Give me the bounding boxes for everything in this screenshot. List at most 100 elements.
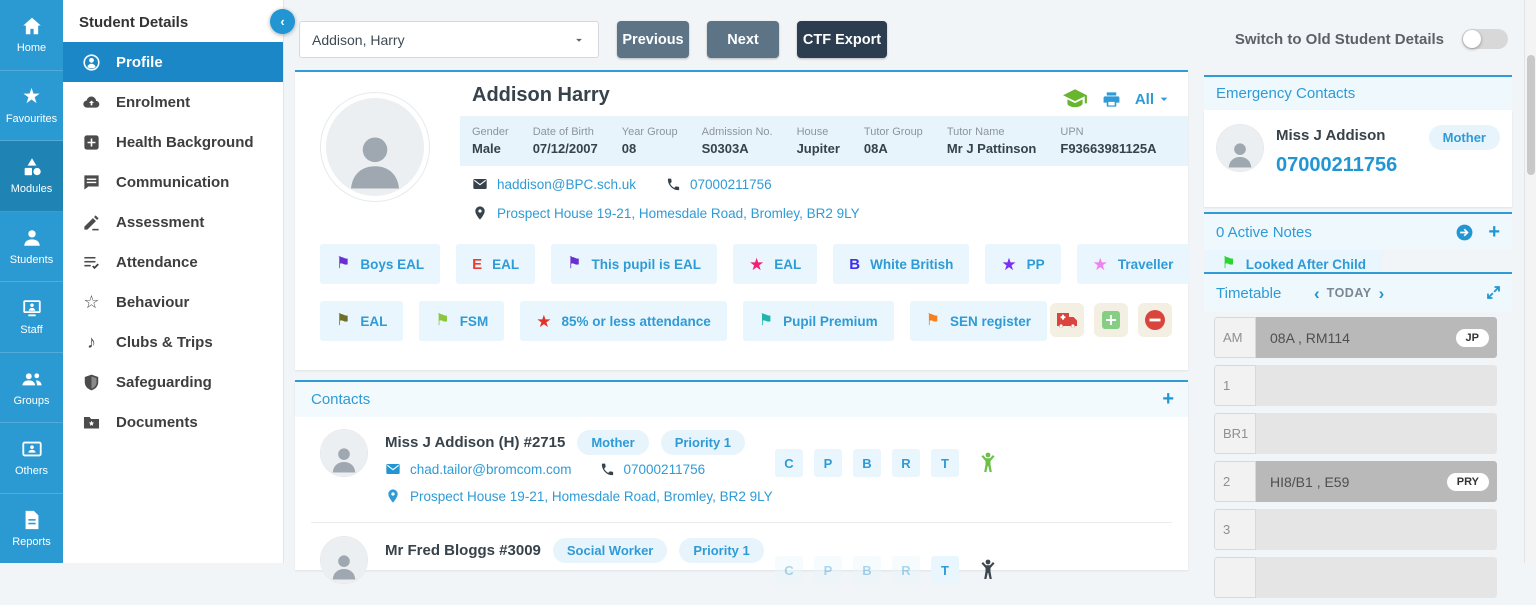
emergency-contact-phone[interactable]: 07000211756 <box>1276 154 1398 176</box>
timetable-row[interactable]: AM 08A , RM114 JP <box>1214 317 1497 358</box>
contact-email-link[interactable]: chad.tailor@bromcom.com <box>410 461 572 477</box>
contact-address-link[interactable]: Prospect House 19-21, Homesdale Road, Br… <box>410 488 773 504</box>
menu-item-label: Enrolment <box>116 93 191 111</box>
contact-avatar <box>320 429 368 477</box>
menu-item-label: Assessment <box>116 213 205 231</box>
star-outline-icon: ☆ <box>83 291 100 312</box>
flag-chip: ⚑ Pupil Premium <box>742 301 894 341</box>
graduation-cap-icon[interactable] <box>1062 86 1088 112</box>
rail-item-students[interactable]: Students <box>0 212 63 282</box>
student-profile-card: Addison Harry All Gender Male Date of Bir… <box>295 70 1382 370</box>
method-chip-b[interactable]: B <box>853 556 881 584</box>
method-chip-r[interactable]: R <box>892 449 920 477</box>
switch-label: Switch to Old Student Details <box>1234 30 1444 48</box>
vertical-scrollbar[interactable] <box>1524 0 1536 563</box>
rail-item-others[interactable]: Others <box>0 423 63 494</box>
student-address-link[interactable]: Prospect House 19-21, Homesdale Road, Br… <box>497 205 860 221</box>
rail-item-groups[interactable]: Groups <box>0 353 63 423</box>
contact-phone-link[interactable]: 07000211756 <box>623 461 706 477</box>
profile-contact-line: haddison@BPC.sch.uk 07000211756 <box>472 176 772 192</box>
flag-chip: ★ 85% or less attendance <box>520 301 727 341</box>
emergency-contact-name: Miss J Addison <box>1276 127 1386 144</box>
timetable-row[interactable]: 2 HI8/B1 , E59 PRY <box>1214 461 1497 502</box>
menu-item-attendance[interactable]: Attendance <box>63 242 283 282</box>
scrollbar-thumb[interactable] <box>1527 55 1535 175</box>
flag-label: Pupil Premium <box>783 313 878 329</box>
contact-avatar <box>1216 124 1264 172</box>
ambulance-button[interactable] <box>1050 303 1084 337</box>
method-chip-t[interactable]: T <box>931 449 959 477</box>
old-details-toggle[interactable] <box>1462 29 1508 49</box>
method-chip-r[interactable]: R <box>892 556 920 584</box>
field-label: UPN <box>1060 126 1084 138</box>
add-medical-button[interactable] <box>1094 303 1128 337</box>
flag-label: EAL <box>360 313 388 329</box>
health-plus-icon <box>82 133 101 152</box>
timetable-row[interactable]: 3 <box>1214 509 1497 550</box>
menu-item-enrolment[interactable]: Enrolment <box>63 82 283 122</box>
go-arrow-icon[interactable] <box>1455 223 1474 242</box>
expand-icon[interactable] <box>1485 284 1502 301</box>
field-label: Year Group <box>621 126 678 138</box>
printer-icon[interactable] <box>1102 90 1121 109</box>
menu-title: Student Details <box>79 14 189 31</box>
student-email-link[interactable]: haddison@BPC.sch.uk <box>497 176 637 192</box>
chevron-right-icon[interactable]: › <box>1378 283 1385 303</box>
menu-item-profile[interactable]: Profile <box>63 42 283 82</box>
contacts-title: Contacts <box>311 391 371 408</box>
student-selector[interactable]: Addison, Harry <box>299 21 599 58</box>
menu-item-documents[interactable]: Documents <box>63 402 283 442</box>
timetable-row[interactable] <box>1214 557 1497 598</box>
method-chip-c[interactable]: C <box>775 449 803 477</box>
student-phone-link[interactable]: 07000211756 <box>690 176 772 192</box>
menu-item-health-background[interactable]: Health Background <box>63 122 283 162</box>
flag-chip: ⚑ This pupil is EAL <box>551 244 717 284</box>
teacher-badge: JP <box>1455 328 1489 347</box>
previous-button[interactable]: Previous <box>617 21 689 58</box>
parental-responsibility-icon <box>976 451 1000 475</box>
rail-item-home[interactable]: Home <box>0 0 63 71</box>
emergency-contacts-header: Emergency Contacts <box>1204 75 1512 110</box>
rail-item-favourites[interactable]: ★ Favourites <box>0 71 63 141</box>
method-chip-t[interactable]: T <box>931 556 959 584</box>
menu-item-communication[interactable]: Communication <box>63 162 283 202</box>
next-button[interactable]: Next <box>707 21 779 58</box>
contact-name-row: Miss J Addison (H) #2715 Mother Priority… <box>385 430 746 455</box>
shield-icon <box>82 373 101 392</box>
menu-item-clubs-trips[interactable]: ♪ Clubs & Trips <box>63 322 283 362</box>
priority-chip: Priority 1 <box>679 538 764 563</box>
method-chip-p[interactable]: P <box>814 556 842 584</box>
menu-item-label: Clubs & Trips <box>116 333 213 351</box>
menu-item-safeguarding[interactable]: Safeguarding <box>63 362 283 402</box>
minus-circle-icon <box>1143 308 1167 332</box>
rail-label: Staff <box>20 324 43 337</box>
emergency-contacts-title: Emergency Contacts <box>1216 85 1356 102</box>
rail-item-reports[interactable]: Reports <box>0 494 63 564</box>
timetable-row[interactable]: 1 <box>1214 365 1497 406</box>
rail-item-staff[interactable]: Staff <box>0 282 63 353</box>
contact-name: Miss J Addison (H) #2715 <box>385 434 566 451</box>
remove-medical-button[interactable] <box>1138 303 1172 337</box>
timetable-row[interactable]: BR1 <box>1214 413 1497 454</box>
view-filter-dropdown[interactable]: All <box>1135 91 1172 108</box>
emergency-contacts-panel: Emergency Contacts Miss J Addison Mother… <box>1204 75 1512 207</box>
timetable-panel: Timetable ‹ TODAY › AM 08A , RM114 JP 1 B… <box>1204 272 1512 605</box>
method-chip-b[interactable]: B <box>853 449 881 477</box>
add-contact-button[interactable]: + <box>1162 388 1174 410</box>
student-avatar <box>320 92 430 202</box>
menu-item-behaviour[interactable]: ☆ Behaviour <box>63 282 283 322</box>
home-icon <box>21 15 43 37</box>
add-note-button[interactable]: + <box>1488 220 1500 243</box>
method-chip-c[interactable]: C <box>775 556 803 584</box>
flag-chip: ★ EAL <box>732 244 818 284</box>
ctf-export-button[interactable]: CTF Export <box>797 21 887 58</box>
menu-item-assessment[interactable]: Assessment <box>63 202 283 242</box>
old-details-switch-row: Switch to Old Student Details <box>1204 29 1508 49</box>
profile-icon <box>82 53 101 72</box>
rail-item-modules[interactable]: Modules <box>0 141 63 212</box>
flag-chip: B White British <box>833 244 970 284</box>
method-chip-p[interactable]: P <box>814 449 842 477</box>
field-label: Tutor Group <box>863 126 923 138</box>
collapse-menu-button[interactable]: ‹ <box>270 9 295 34</box>
chevron-left-icon[interactable]: ‹ <box>1314 283 1320 303</box>
